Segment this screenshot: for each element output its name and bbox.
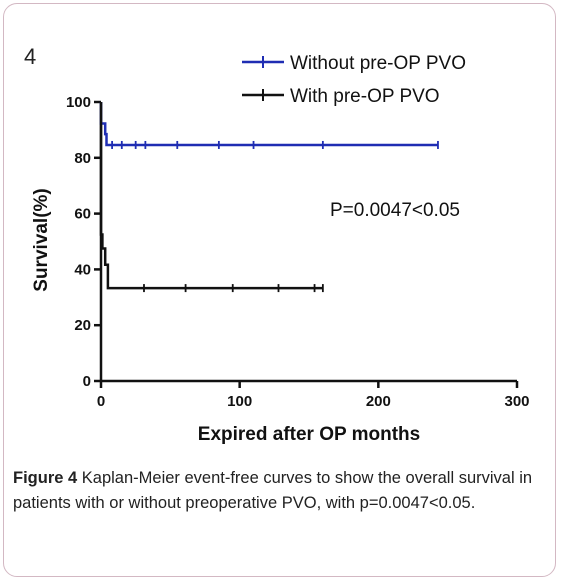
- x-tick-label: 0: [97, 393, 105, 410]
- figure-frame: [3, 3, 556, 577]
- y-tick-label: 20: [74, 317, 91, 334]
- series-0: [99, 102, 439, 149]
- x-tick-label: 100: [227, 393, 252, 410]
- legend-label-without-pvo: Without pre-OP PVO: [290, 53, 466, 74]
- legend-label-with-pvo: With pre-OP PVO: [290, 86, 440, 107]
- figure-caption: Figure 4 Kaplan-Meier event-free curves …: [13, 466, 545, 516]
- x-tick-label: 300: [504, 393, 529, 410]
- x-axis-title: Expired after OP months: [198, 424, 420, 445]
- y-tick-label: 100: [66, 94, 91, 111]
- y-tick-label: 60: [74, 206, 91, 223]
- survival-curve: [99, 102, 323, 290]
- legend-item-without-pvo: Without pre-OP PVO: [242, 53, 466, 74]
- km-chart: 4 Without pre-OP PVO With pre-OP PVO P=0…: [24, 44, 530, 445]
- p-value-annotation: P=0.0047<0.05: [330, 200, 460, 221]
- caption-label: Figure 4: [13, 469, 78, 487]
- y-axis-title: Survival(%): [31, 188, 52, 291]
- axes: 0 20 40 60 80 100 0 100 200 300: [66, 94, 530, 410]
- series-layer: [99, 102, 439, 293]
- panel-label: 4: [24, 44, 36, 69]
- caption-text: Kaplan-Meier event-free curves to show t…: [13, 469, 533, 512]
- series-1: [99, 102, 324, 293]
- y-tick-label: 0: [83, 373, 91, 390]
- y-tick-label: 80: [74, 150, 91, 167]
- legend: Without pre-OP PVO With pre-OP PVO: [242, 53, 466, 107]
- x-tick-label: 200: [366, 393, 391, 410]
- legend-item-with-pvo: With pre-OP PVO: [242, 86, 440, 107]
- y-tick-label: 40: [74, 261, 91, 278]
- survival-curve: [99, 102, 438, 147]
